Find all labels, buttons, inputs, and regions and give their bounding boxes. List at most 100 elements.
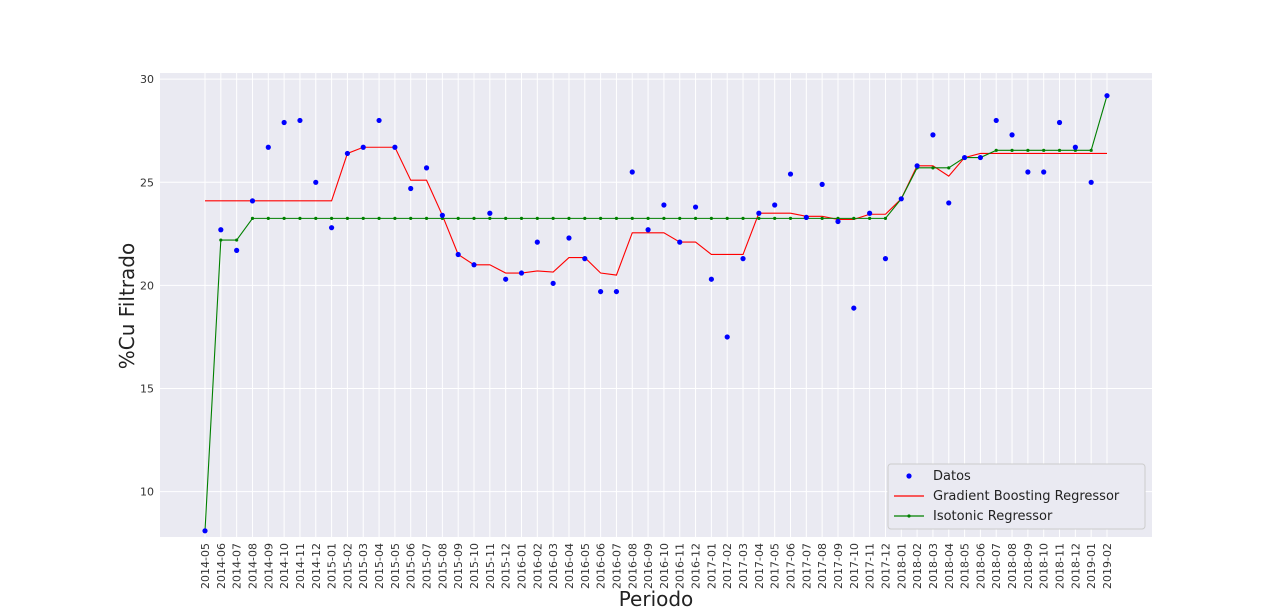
x-tick-label: 2014-11 [294, 543, 307, 589]
datos-point [692, 204, 699, 210]
x-tick-label: 2017-12 [879, 543, 892, 589]
isotonic-point [693, 216, 698, 220]
isotonic-point [393, 216, 397, 220]
datos-point [613, 288, 620, 295]
datos-point [1072, 144, 1078, 150]
x-tick-label: 2018-11 [1054, 543, 1067, 589]
isotonic-point [219, 238, 223, 242]
x-tick-label: 2014-07 [231, 543, 244, 589]
isotonic-point [456, 216, 460, 220]
legend: Datos Gradient Boosting Regressor Isoton… [887, 463, 1146, 530]
datos-point [218, 227, 224, 233]
x-tick-label: 2018-03 [927, 543, 940, 589]
datos-point [740, 256, 746, 262]
isotonic-point [741, 216, 745, 220]
x-tick-label: 2016-05 [579, 543, 592, 589]
x-tick-label: 2015-12 [500, 543, 513, 589]
isotonic-point [1057, 148, 1062, 152]
datos-point [787, 171, 794, 177]
isotonic-point [883, 216, 888, 220]
x-tick-label: 2017-05 [769, 543, 782, 589]
datos-point [313, 179, 319, 185]
datos-point [930, 132, 936, 138]
datos-point [645, 227, 651, 233]
datos-point [1104, 93, 1110, 99]
datos-point [724, 334, 730, 340]
isotonic-point [472, 216, 476, 220]
x-tick-label: 2014-12 [310, 543, 323, 589]
isotonic-point [852, 216, 856, 220]
isotonic-point [1042, 148, 1046, 152]
x-tick-label: 2018-05 [959, 543, 972, 589]
x-tick-label: 2015-04 [373, 543, 386, 589]
datos-point [835, 218, 841, 225]
x-tick-label: 2015-10 [468, 543, 481, 589]
y-tick-label: 25 [140, 176, 154, 189]
datos-point [550, 280, 556, 286]
x-tick-label: 2015-09 [452, 543, 465, 589]
y-tick-label: 15 [140, 383, 154, 396]
datos-point [914, 163, 920, 169]
isotonic-point [298, 216, 302, 220]
legend-isotonic-marker [907, 514, 911, 518]
isotonic-point [409, 216, 413, 220]
datos-point [1041, 169, 1047, 175]
x-tick-label: 2017-04 [753, 543, 766, 589]
isotonic-point [678, 216, 682, 220]
datos-point [392, 144, 398, 150]
datos-point [946, 200, 952, 206]
isotonic-point [931, 166, 935, 170]
datos-point [566, 235, 572, 241]
x-tick-label: 2015-11 [484, 543, 497, 589]
x-tick-label: 2017-01 [705, 543, 718, 589]
isotonic-line [204, 95, 1108, 531]
datos-point [882, 256, 889, 262]
x-tick-label: 2014-05 [199, 543, 212, 589]
legend-label-isotonic: Isotonic Regressor [933, 509, 1053, 524]
datos-point [961, 154, 968, 161]
datos-point [503, 276, 509, 282]
isotonic-point [646, 216, 650, 220]
datos-point [867, 210, 873, 216]
datos-point [1088, 179, 1094, 185]
isotonic-point [377, 216, 381, 220]
isotonic-point [947, 166, 951, 170]
isotonic-point [788, 216, 793, 220]
x-axis-label: Periodo [619, 587, 694, 611]
datos-point [202, 528, 208, 534]
x-tick-label: 2014-06 [215, 543, 228, 589]
isotonic-point [314, 216, 318, 220]
datos-point [234, 247, 240, 253]
x-tick-label: 2016-07 [610, 543, 623, 589]
x-tick-label: 2018-08 [1006, 543, 1019, 589]
isotonic-point [250, 216, 255, 220]
x-tick-label: 2015-02 [341, 543, 354, 589]
datos-point [408, 185, 414, 192]
datos-point [328, 225, 335, 231]
isotonic-point [583, 216, 587, 220]
datos-point [756, 210, 762, 216]
x-tick-label: 2015-06 [405, 543, 418, 589]
datos-point [344, 150, 351, 157]
datos-point [898, 196, 904, 202]
y-axis-label: %Cu Filtrado [115, 243, 139, 369]
isotonic-point [757, 216, 761, 220]
datos-point [819, 181, 825, 187]
isotonic-point [535, 216, 539, 220]
datos-point [297, 117, 303, 124]
x-tick-label: 2018-07 [990, 543, 1003, 589]
datos-point [598, 288, 604, 295]
x-tick-label: 2019-02 [1101, 543, 1114, 589]
x-tick-label: 2014-10 [278, 543, 291, 589]
datos-point [582, 256, 588, 262]
isotonic-point [662, 216, 666, 220]
y-tick-label: 10 [140, 486, 154, 499]
isotonic-point [820, 216, 824, 220]
isotonic-point [282, 216, 286, 220]
y-tick-label: 30 [140, 73, 154, 86]
isotonic-point [567, 216, 571, 220]
datos-point [1056, 119, 1063, 126]
x-tick-label: 2018-04 [943, 543, 956, 589]
datos-point [977, 154, 984, 161]
